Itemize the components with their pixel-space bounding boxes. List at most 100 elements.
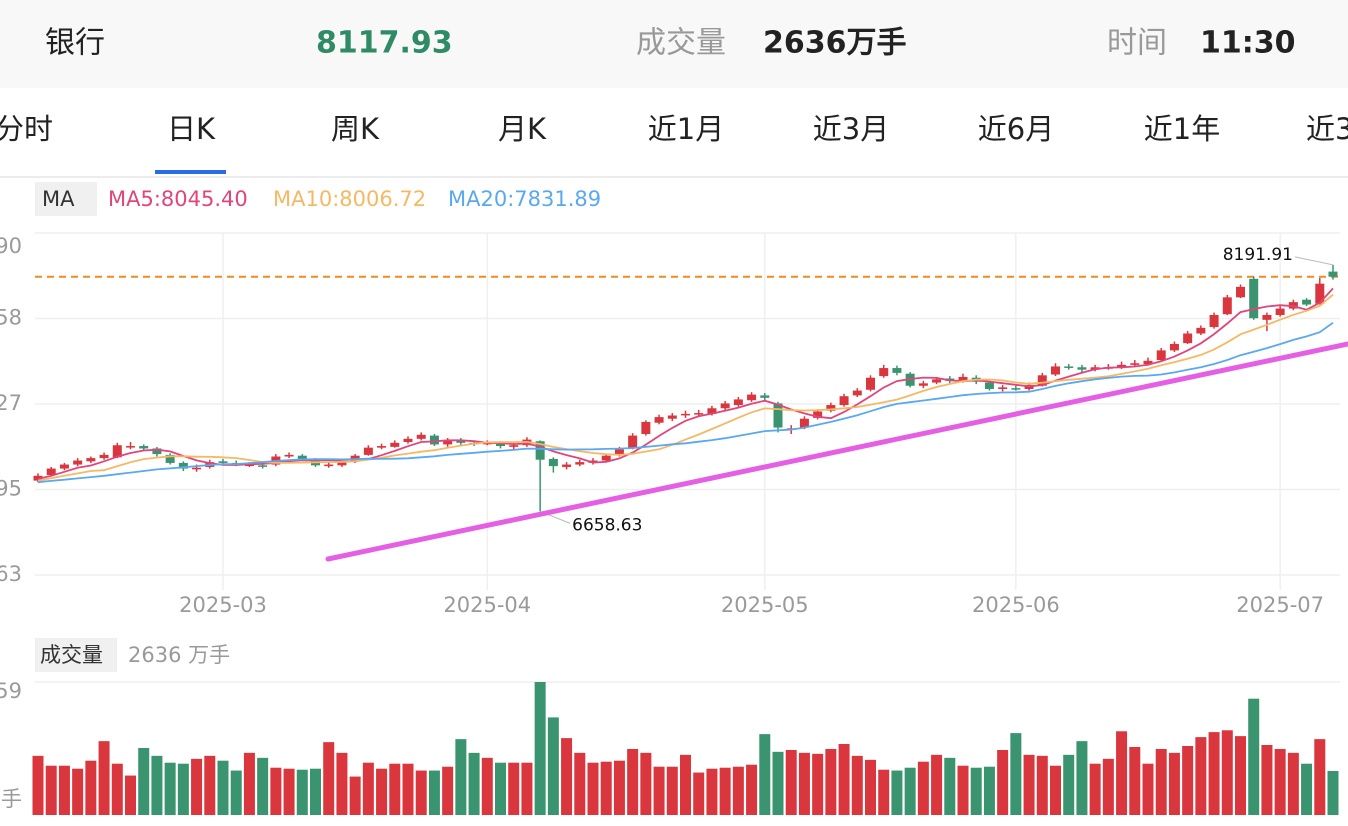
volume-bar [1182, 745, 1194, 815]
candle-body [126, 446, 135, 448]
candle-body [932, 379, 942, 383]
volume-bar [904, 767, 916, 815]
tab[interactable]: 近3年 [1306, 112, 1348, 146]
price: 8117.93 [316, 26, 453, 61]
volume-bar [746, 764, 758, 815]
candle-body [1077, 367, 1087, 370]
volume-bar [85, 760, 97, 815]
tab[interactable]: 分时 [0, 112, 53, 146]
volume-bar [1155, 748, 1167, 815]
ma-legend: MA5:8045.40 [108, 187, 248, 211]
volume-bar [1116, 731, 1128, 815]
candle-body [813, 411, 823, 418]
candle-body [720, 403, 730, 409]
tab[interactable]: 周K [331, 112, 380, 146]
volume-bar [270, 767, 282, 815]
volume-bar [1327, 770, 1339, 815]
time-value: 11:30 [1200, 26, 1296, 61]
ma-legend: MA20:7831.89 [448, 187, 601, 211]
tab[interactable]: 近1年 [1144, 112, 1220, 146]
volume-bar [693, 772, 705, 815]
candle-body [416, 434, 426, 439]
tab[interactable]: 日K [167, 112, 216, 146]
volume-bar [627, 748, 639, 815]
candle-body [839, 396, 849, 406]
volume-bar [983, 766, 995, 815]
candle-body [654, 417, 664, 423]
annotation-leader [1294, 256, 1334, 266]
volume-bar [138, 747, 150, 815]
candle-body [958, 376, 968, 381]
volume-bar [878, 769, 890, 815]
candle-body [46, 468, 56, 475]
volume-bar [508, 762, 520, 815]
volume-bar [402, 763, 414, 815]
volume-bar [1221, 730, 1233, 815]
candle-body [879, 368, 889, 377]
x-tick-label: 2025-04 [443, 593, 531, 617]
candle-body [747, 394, 757, 401]
volume-bar [362, 762, 374, 815]
candle-body [614, 449, 624, 455]
volume-bar [151, 755, 163, 815]
candle-body [760, 395, 770, 398]
candle-body [1209, 315, 1219, 328]
volume-bar [442, 766, 454, 815]
tab[interactable]: 近3月 [813, 112, 889, 146]
volume-bar [521, 762, 533, 815]
volume-bar [376, 768, 388, 815]
candle-body [496, 442, 505, 447]
candle-body [1117, 364, 1127, 368]
candle-body [297, 455, 307, 459]
tab[interactable]: 近6月 [978, 112, 1054, 146]
header-bg [0, 0, 1348, 88]
volume-bar [1168, 752, 1180, 815]
ma-line [37, 293, 1334, 482]
volume-bar [957, 765, 969, 815]
x-tick-label: 2025-07 [1236, 593, 1324, 617]
volume-bar [970, 767, 982, 815]
volume-bar [191, 758, 203, 815]
volume-bar [1314, 739, 1326, 815]
volume-chart: 7959 万手 [0, 679, 1340, 815]
y-unit-label: 万手 [0, 787, 22, 811]
x-tick-label: 2025-06 [972, 593, 1060, 617]
candle-body [192, 467, 202, 470]
candle-body [826, 405, 836, 411]
volume-bar [1129, 746, 1141, 815]
candle-body [548, 458, 558, 467]
volume-bar [719, 767, 731, 815]
volume-bar [1050, 765, 1061, 815]
candle-body [984, 382, 994, 389]
volume-bar [732, 766, 744, 815]
ma-line [37, 321, 1334, 484]
volume-bar [534, 682, 546, 815]
price-chart: 8390 7858 7327 6795 6263 2025-03 2025-04 2025-0… [0, 232, 1340, 617]
candle-body [112, 445, 122, 458]
candle-body [667, 415, 677, 419]
candle-body [1064, 366, 1074, 368]
volume-bar [1102, 758, 1114, 815]
candle-body [575, 462, 585, 465]
volume-bar [98, 741, 110, 815]
volume-bar [666, 766, 678, 815]
volume-bar [1261, 744, 1273, 815]
volume-bar [45, 765, 57, 815]
volume-bar [851, 755, 863, 815]
volume-bar [1248, 698, 1260, 815]
y-tick-label: 7327 [0, 391, 22, 415]
volume-bar [296, 769, 308, 815]
volume-bar [812, 753, 824, 815]
candle-body [1183, 333, 1193, 344]
candle-body [509, 445, 519, 447]
volume-bar [58, 765, 70, 815]
volume-bar [349, 776, 361, 815]
candle-body [244, 464, 254, 467]
candle-body [1236, 286, 1245, 298]
tab[interactable]: 近1月 [648, 112, 724, 146]
y-tick-label: 6263 [0, 562, 22, 586]
candle-body [139, 446, 149, 449]
tab[interactable]: 月K [498, 112, 547, 146]
